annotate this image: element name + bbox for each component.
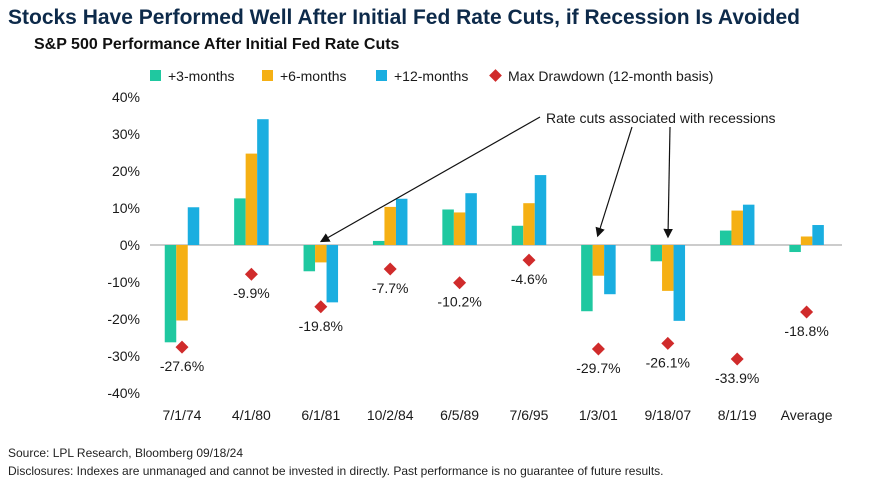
drawdown-marker	[522, 253, 536, 267]
bar-12months-0	[187, 207, 200, 245]
chart-title: Stocks Have Performed Well After Initial…	[8, 6, 800, 29]
drawdown-marker	[175, 340, 189, 354]
y-tick-label: -20%	[107, 311, 140, 327]
chart-svg: +3-months +6-months +12-months Max Drawdown…	[107, 68, 842, 423]
bar-6months-3	[384, 206, 396, 245]
drawdown-marker	[244, 267, 258, 281]
drawdown-marker	[800, 305, 814, 319]
legend-swatch-1	[150, 70, 161, 81]
x-tick-label: Average	[781, 407, 833, 423]
y-axis: 40% 30% 20% 10% 0% -10% -20% -30% -40%	[107, 89, 140, 401]
y-tick-label: 40%	[112, 89, 140, 105]
drawdown-label: -33.9%	[715, 370, 759, 386]
drawdown-label: -7.7%	[372, 280, 409, 296]
legend-swatch-drawdown	[489, 69, 502, 82]
annotation-arrow	[319, 116, 541, 243]
y-tick-label: -30%	[107, 348, 140, 364]
bar-6months-1	[245, 153, 258, 245]
bar-6months-6	[592, 245, 605, 276]
x-tick-label: 6/5/89	[440, 407, 479, 423]
bar-3months-3	[372, 240, 385, 245]
y-tick-label: -10%	[107, 274, 140, 290]
bar-6months-9	[800, 236, 813, 245]
x-tick-label: 6/1/81	[301, 407, 340, 423]
bar-6months-8	[731, 210, 743, 245]
drawdown-label: -19.8%	[299, 318, 343, 334]
bar-12months-7	[673, 245, 686, 321]
annotation-arrow	[663, 126, 673, 239]
bar-3months-1	[234, 198, 246, 245]
legend-swatch-3	[376, 70, 387, 81]
bar-6months-4	[453, 212, 466, 245]
x-tick-label: 8/1/19	[718, 407, 757, 423]
drawdown-marker	[591, 342, 605, 356]
x-axis: 7/1/74 4/1/80 6/1/81 10/2/84 6/5/89 7/6/95 1/3…	[163, 407, 833, 423]
bar-12months-5	[534, 175, 547, 245]
x-tick-label: 7/6/95	[510, 407, 549, 423]
bar-6months-5	[523, 203, 535, 245]
legend-label: Max Drawdown (12-month basis)	[508, 68, 713, 84]
legend-label: +12-months	[394, 68, 468, 84]
bar-12months-3	[395, 198, 408, 245]
annotation-label: Rate cuts associated with recessions	[546, 110, 776, 126]
x-tick-label: 1/3/01	[579, 407, 618, 423]
legend: +3-months +6-months +12-months Max Drawdown…	[150, 68, 713, 84]
drawdown-label: -4.6%	[511, 271, 548, 287]
bar-12months-9	[812, 225, 824, 245]
drawdown-marker	[314, 300, 328, 314]
y-tick-label: 0%	[120, 237, 140, 253]
x-tick-label: 9/18/07	[644, 407, 691, 423]
drawdown-label: -10.2%	[437, 294, 481, 310]
drawdown-marker	[383, 262, 397, 276]
drawdown-label: -26.1%	[646, 354, 690, 370]
bar-6months-0	[176, 245, 188, 321]
bar-12months-2	[326, 245, 339, 303]
x-tick-label: 10/2/84	[367, 407, 414, 423]
legend-swatch-2	[262, 70, 273, 81]
chart-subtitle: S&P 500 Performance After Initial Fed Ra…	[34, 36, 400, 53]
bar-12months-1	[257, 119, 269, 245]
x-tick-label: 4/1/80	[232, 407, 271, 423]
bar-3months-0	[164, 245, 177, 343]
disclosure-note: Disclosures: Indexes are unmanaged and c…	[8, 464, 664, 478]
source-note: Source: LPL Research, Bloomberg 09/18/24	[8, 446, 244, 460]
bar-3months-9	[789, 245, 801, 253]
bar-3months-2	[303, 245, 316, 272]
drawdown-marker	[730, 352, 744, 366]
drawdown-label: -9.9%	[233, 285, 270, 301]
legend-label: +6-months	[280, 68, 347, 84]
bar-3months-4	[442, 209, 454, 245]
bar-3months-8	[719, 230, 732, 245]
y-tick-label: -40%	[107, 385, 140, 401]
drawdown-label: -29.7%	[576, 360, 620, 376]
plot-area: -27.6% -9.9% -19.8% -7.7% -10.2% -4.6% -29.7% -…	[150, 119, 842, 386]
annotation: Rate cuts associated with recessions	[319, 110, 776, 243]
bar-12months-8	[742, 204, 755, 245]
bar-6months-2	[315, 245, 327, 263]
drawdown-marker	[453, 276, 467, 290]
drawdown-label: -27.6%	[160, 358, 204, 374]
legend-label: +3-months	[168, 68, 235, 84]
y-tick-label: 10%	[112, 200, 140, 216]
y-tick-label: 20%	[112, 163, 140, 179]
bar-12months-4	[465, 193, 477, 245]
annotation-arrow	[595, 126, 633, 238]
x-tick-label: 7/1/74	[163, 407, 202, 423]
bar-3months-7	[650, 245, 663, 262]
y-tick-label: 30%	[112, 126, 140, 142]
bar-6months-7	[662, 245, 674, 291]
bar-12months-6	[604, 245, 616, 295]
bar-3months-5	[511, 225, 524, 245]
bar-3months-6	[581, 245, 593, 312]
drawdown-marker	[661, 336, 675, 350]
drawdown-label: -18.8%	[784, 323, 828, 339]
